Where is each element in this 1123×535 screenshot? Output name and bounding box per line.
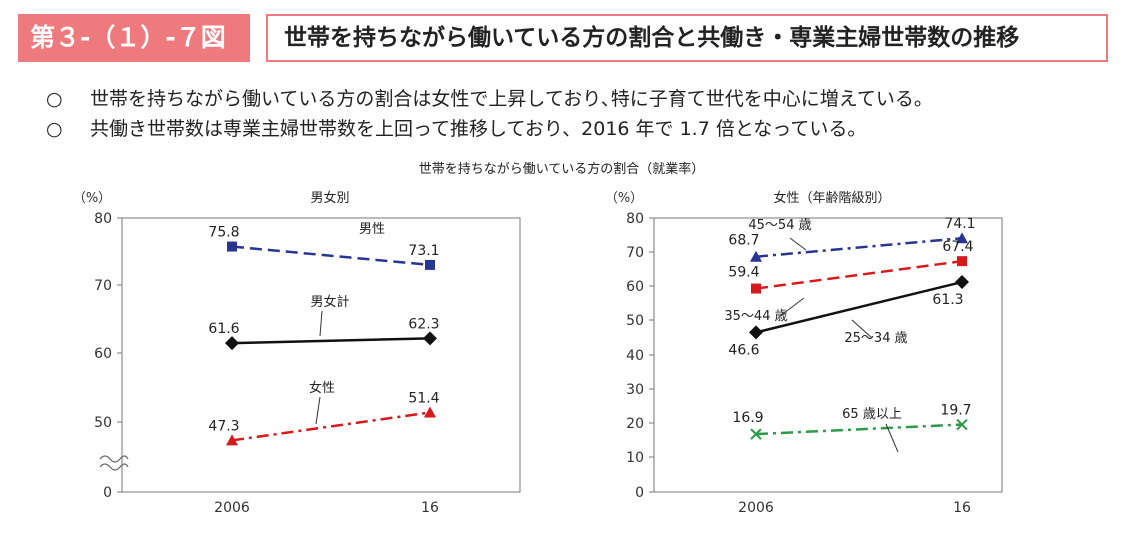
data-label: 59.4 — [728, 265, 759, 281]
data-label: 75.8 — [208, 225, 239, 241]
figure-title: 世帯を持ちながら働いている方の割合と共働き・専業主婦世帯数の推移 — [266, 14, 1108, 62]
data-point-diamond — [225, 336, 239, 351]
y-tick-label: 0 — [103, 485, 112, 501]
series-name-label: 男女計 — [310, 294, 349, 310]
data-label: 61.6 — [208, 321, 239, 337]
leader-line — [851, 319, 873, 339]
data-label: 47.3 — [208, 418, 239, 434]
series-line — [231, 411, 431, 442]
data-label: 16.9 — [732, 410, 763, 426]
y-tick-label: 50 — [626, 313, 644, 329]
data-label: 62.3 — [408, 316, 439, 332]
bullet-text: 共働き世帯数は専業主婦世帯数を上回って推移しており、2016 年で 1.7 倍と… — [90, 118, 867, 140]
y-tick-label: 60 — [94, 346, 112, 362]
data-label: 73.1 — [408, 243, 439, 259]
summary-bullets: ○ 世帯を持ちながら働いている方の割合は女性で上昇しており､特に子育て世代を中心に… — [46, 84, 1106, 144]
leader-line — [315, 396, 321, 425]
data-label: 61.3 — [932, 292, 963, 308]
series-name-label: 25～34 歳 — [844, 331, 907, 346]
figure-number: 第３-（１）-７図 — [18, 14, 250, 62]
series-name-label: 男性 — [359, 222, 385, 237]
series-line — [755, 423, 963, 436]
data-point-diamond — [423, 331, 437, 346]
figure-header: 第３-（１）-７図 世帯を持ちながら働いている方の割合と共働き・専業主婦世帯数の… — [18, 14, 1108, 62]
y-tick-label: 70 — [626, 245, 644, 261]
y-tick-label: 20 — [626, 416, 644, 432]
y-axis-unit: （%） — [605, 191, 643, 206]
series-name-label: 45～54 歳 — [748, 218, 811, 233]
bullet-text: 世帯を持ちながら働いている方の割合は女性で上昇しており､特に子育て世代を中心に増… — [90, 88, 933, 110]
y-axis-unit: （%） — [73, 191, 111, 206]
x-tick-label: 2006 — [214, 500, 250, 516]
data-point-triangle — [226, 434, 238, 446]
y-tick-label: 0 — [635, 485, 644, 501]
bullet-item: ○ 共働き世帯数は専業主婦世帯数を上回って推移しており、2016 年で 1.7 倍… — [46, 114, 1106, 144]
x-tick-label: 16 — [421, 500, 439, 516]
data-label: 51.4 — [408, 390, 439, 406]
leader-line — [885, 423, 899, 453]
leader-line — [779, 297, 805, 317]
chart-title: 男女別 — [310, 190, 349, 206]
data-label: 46.6 — [728, 342, 759, 358]
x-tick-label: 2006 — [738, 500, 774, 516]
y-tick-label: 10 — [626, 450, 644, 466]
data-point-diamond — [749, 325, 763, 340]
plot-area — [121, 217, 521, 493]
data-point-square — [957, 256, 967, 267]
data-point-square — [425, 259, 435, 270]
y-tick-label: 80 — [626, 211, 644, 227]
bullet-circle-icon: ○ — [46, 118, 63, 140]
data-point-triangle — [750, 250, 762, 262]
y-tick-label: 60 — [626, 279, 644, 295]
series-name-label: 65 歳以上 — [842, 407, 902, 422]
bullet-item: ○ 世帯を持ちながら働いている方の割合は女性で上昇しており､特に子育て世代を中心に… — [46, 84, 1106, 114]
axis-break-icon — [99, 455, 129, 471]
data-point-cross — [956, 418, 968, 431]
data-point-diamond — [955, 275, 969, 290]
data-point-triangle — [956, 232, 968, 244]
y-tick-label: 70 — [94, 278, 112, 294]
y-tick-label: 30 — [626, 382, 644, 398]
series-line — [755, 280, 963, 334]
leader-line — [789, 237, 807, 251]
series-name-label: 女性 — [309, 380, 335, 396]
leader-line — [319, 310, 323, 337]
data-label: 19.7 — [940, 403, 971, 419]
data-point-square — [751, 283, 761, 294]
chart-title: 女性（年齢階級別） — [773, 190, 890, 206]
series-line — [755, 236, 963, 258]
data-label: 67.4 — [942, 239, 973, 255]
x-tick-label: 16 — [953, 500, 971, 516]
data-point-square — [227, 241, 237, 252]
data-label: 68.7 — [728, 233, 759, 249]
chart-heading: 世帯を持ちながら働いている方の割合（就業率） — [418, 162, 705, 177]
y-tick-label: 80 — [94, 211, 112, 227]
plot-area — [653, 217, 1003, 493]
series-line — [231, 337, 431, 345]
series-name-label: 35～44 歳 — [724, 309, 787, 324]
y-tick-label: 40 — [626, 348, 644, 364]
y-tick-label: 50 — [94, 415, 112, 431]
data-label: 74.1 — [944, 216, 975, 232]
series-line — [231, 245, 431, 267]
series-line — [755, 259, 963, 290]
data-point-triangle — [424, 406, 436, 418]
bullet-circle-icon: ○ — [46, 88, 63, 110]
data-point-cross — [750, 428, 762, 440]
